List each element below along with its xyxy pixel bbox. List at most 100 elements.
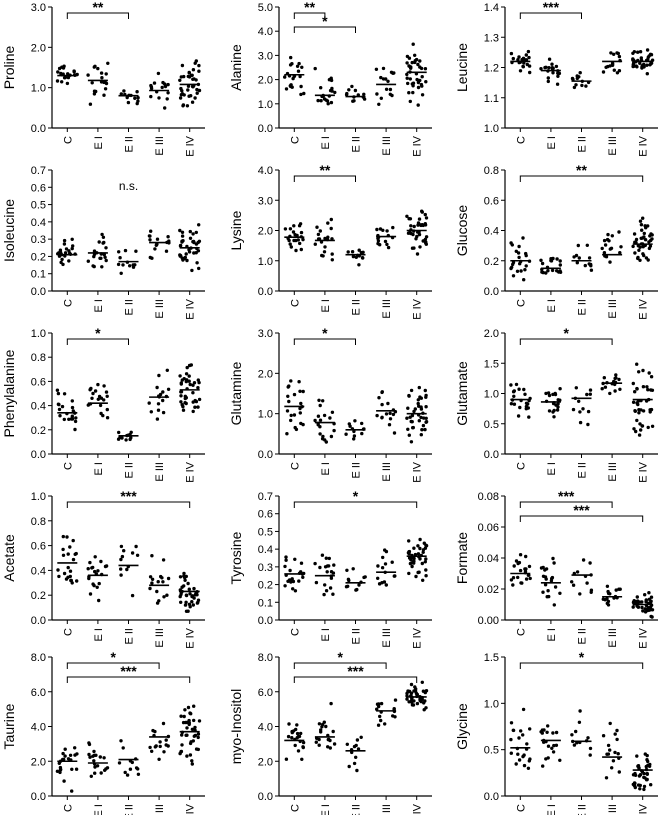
y-tick-label: 0.4 [31, 401, 46, 413]
data-point [418, 65, 422, 69]
data-point [164, 738, 168, 742]
y-tick-label: 8.0 [31, 652, 46, 664]
data-point [640, 66, 644, 70]
data-point [637, 408, 641, 412]
y-tick-label: 1.0 [484, 123, 499, 135]
data-point [156, 408, 161, 412]
x-tick-label: E II [124, 136, 136, 153]
data-point [379, 701, 384, 706]
data-point [517, 55, 521, 59]
data-point [61, 534, 65, 539]
data-point [95, 585, 99, 589]
data-point [361, 256, 365, 260]
y-axis-label: Tyrosine [228, 531, 244, 584]
x-tick-label: E III [154, 628, 166, 648]
data-point [104, 246, 108, 250]
x-tick-label: E III [381, 136, 393, 156]
data-point [418, 537, 422, 542]
data-point [385, 229, 389, 233]
data-point [615, 71, 620, 75]
x-tick-label: E III [381, 628, 393, 648]
y-tick-label: 0.0 [484, 791, 499, 803]
panel-tyrosine: 0.0 0.1 0.2 0.3 0.4 0.5 0.6 0.7 Tyrosine C E I E II… [228, 488, 432, 649]
data-point [88, 560, 92, 565]
data-point [333, 90, 337, 95]
data-point [319, 730, 323, 734]
data-point [191, 77, 195, 82]
x-tick-label: C [515, 628, 527, 636]
data-point [158, 744, 162, 749]
data-point [362, 92, 366, 97]
data-point [634, 429, 638, 434]
data-point [123, 248, 128, 253]
data-point [290, 577, 294, 581]
y-tick-label: 0.1 [258, 597, 273, 609]
data-point [376, 236, 380, 241]
data-point [156, 71, 161, 76]
y-tick-label: 6.0 [258, 687, 273, 699]
data-point [393, 698, 398, 702]
data-point [351, 254, 356, 259]
y-tick-label: 2.0 [258, 756, 273, 768]
data-point [300, 65, 304, 70]
data-point [299, 401, 303, 406]
y-tick-label: 4.0 [258, 722, 273, 734]
data-point [646, 759, 650, 764]
data-point [405, 72, 409, 77]
data-point [187, 602, 192, 606]
data-point [524, 407, 528, 411]
data-point [643, 752, 647, 756]
data-point [286, 579, 290, 583]
data-point [157, 757, 161, 761]
data-point [409, 224, 413, 228]
x-tick-label: E II [351, 136, 363, 153]
data-point [94, 753, 98, 757]
y-tick-label: 0.8 [31, 516, 46, 528]
data-point [556, 405, 560, 409]
x-tick-label: C [515, 804, 527, 812]
data-point [326, 221, 330, 225]
data-point [424, 405, 428, 409]
data-point [541, 270, 545, 275]
data-point [193, 405, 197, 409]
data-point [618, 587, 622, 591]
data-point [415, 701, 420, 706]
x-tick-label: E I [93, 804, 105, 815]
data-point [648, 410, 652, 414]
data-point [631, 773, 636, 777]
data-point [409, 558, 413, 562]
x-tick-label: E II [351, 462, 363, 479]
data-point [409, 65, 413, 69]
data-point [286, 394, 290, 398]
data-point [375, 707, 379, 711]
data-point [586, 736, 590, 740]
data-point [646, 425, 650, 430]
data-point [302, 91, 306, 96]
data-point [516, 561, 520, 566]
data-point [180, 230, 185, 234]
data-point [344, 585, 349, 589]
data-point [181, 404, 185, 409]
data-point [608, 391, 612, 396]
data-point [635, 65, 639, 69]
data-point [184, 593, 189, 597]
x-tick-label: E I [93, 462, 105, 475]
data-point [56, 568, 60, 572]
data-point [420, 210, 424, 214]
data-point [314, 740, 318, 744]
data-point [392, 71, 396, 75]
x-tick-label: E I [93, 136, 105, 149]
data-point [316, 232, 321, 237]
data-point [183, 603, 188, 607]
data-point [62, 238, 67, 243]
data-point [352, 437, 356, 441]
data-point [166, 387, 171, 391]
data-point [125, 567, 129, 572]
data-point [318, 425, 322, 429]
data-point [411, 90, 415, 95]
data-point [135, 90, 139, 94]
significance-label: * [322, 13, 328, 29]
data-point [178, 575, 183, 579]
data-point [362, 575, 366, 580]
data-point [516, 575, 520, 580]
